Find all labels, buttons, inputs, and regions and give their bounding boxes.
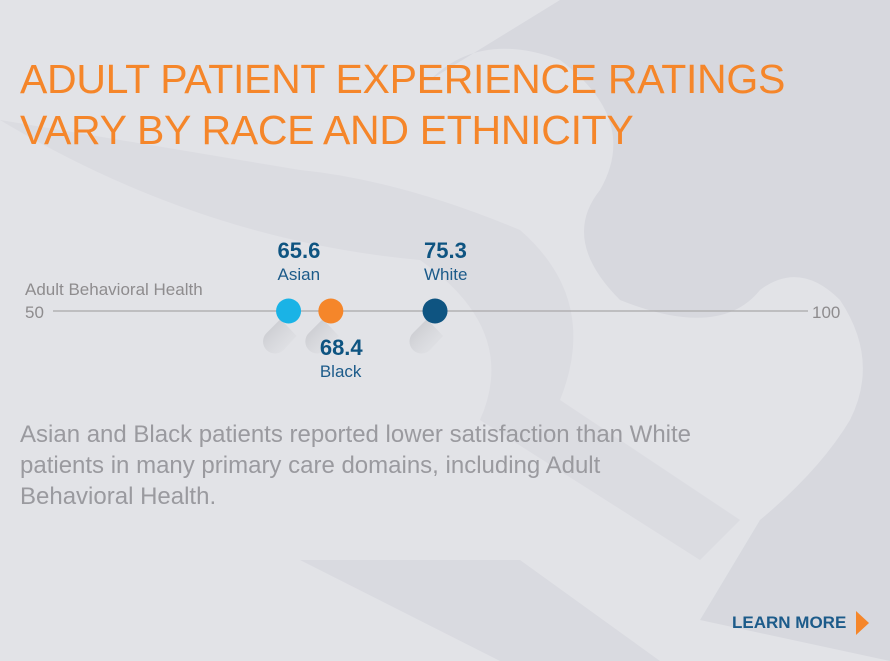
- description: Asian and Black patients reported lower …: [20, 421, 692, 510]
- page-title: ADULT PATIENT EXPERIENCE RATINGS VARY BY …: [20, 54, 785, 156]
- data-point-asian: [276, 298, 302, 324]
- title-line-1: ADULT PATIENT EXPERIENCE RATINGS: [20, 56, 785, 102]
- point-shadow: [409, 319, 444, 354]
- title-line-2: VARY BY RACE AND ETHNICITY: [20, 107, 634, 153]
- data-value-label: 65.6: [278, 238, 321, 263]
- data-value-label: 68.4: [320, 335, 364, 360]
- tick-label-min: 50: [25, 303, 44, 322]
- data-value-label: 75.3: [424, 238, 467, 263]
- arrow-right-icon: [856, 611, 870, 635]
- data-category-label: White: [424, 265, 467, 284]
- point-shadow: [263, 319, 297, 354]
- axis-title: Adult Behavioral Health: [25, 280, 203, 299]
- data-category-label: Asian: [278, 265, 321, 284]
- learn-more-link[interactable]: LEARN MORE: [732, 611, 870, 635]
- learn-more-label: LEARN MORE: [732, 613, 847, 632]
- point-shadow: [305, 319, 339, 354]
- tick-label-max: 100: [812, 303, 840, 322]
- data-point-white: [422, 298, 448, 324]
- data-category-label: Black: [320, 362, 362, 381]
- data-point-black: [318, 298, 344, 324]
